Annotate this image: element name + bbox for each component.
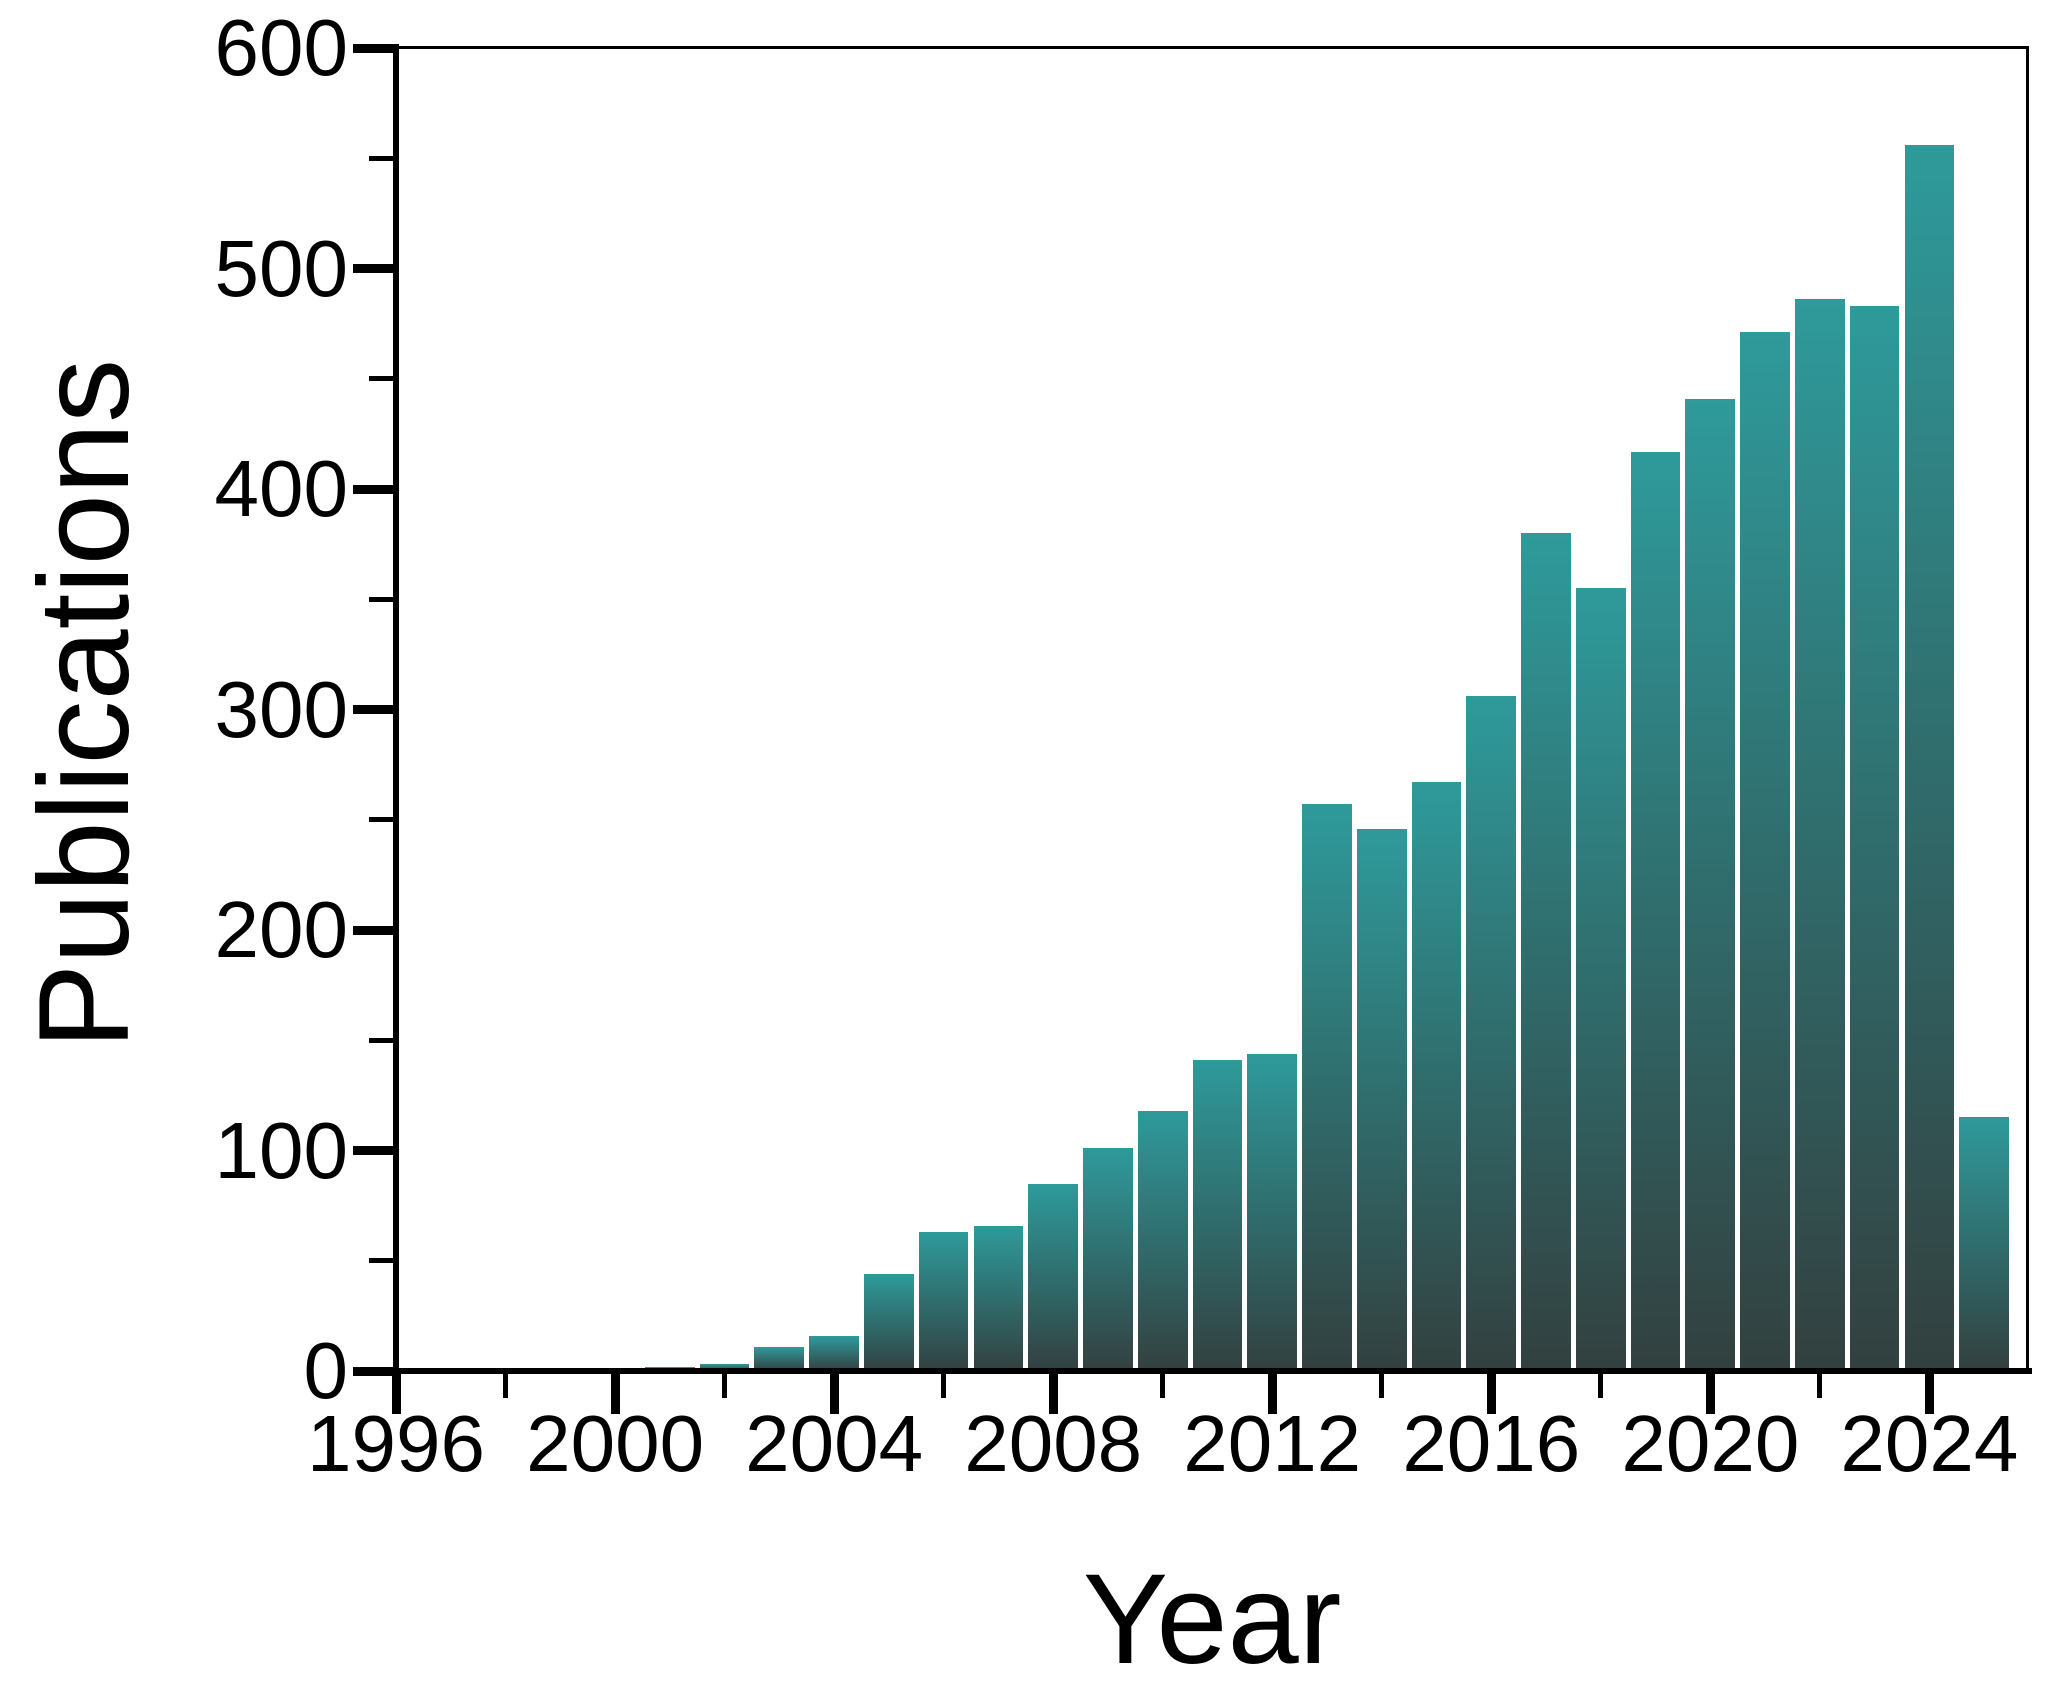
bar-2021 [1740,332,1790,1371]
bar-2005 [864,1274,914,1371]
y-minor-tick-250 [369,817,393,823]
x-minor-tick-2014 [1379,1374,1385,1398]
x-minor-tick-2002 [722,1374,728,1398]
x-axis-title: Year [1082,1548,1342,1691]
y-tick-label-300: 300 [214,664,348,754]
x-minor-tick-2010 [1160,1374,1166,1398]
y-major-tick-500 [353,264,393,273]
x-major-tick-2016 [1486,1374,1496,1414]
bar-2015 [1411,782,1462,1371]
x-major-tick-2004 [829,1374,839,1414]
bar-2016 [1466,696,1517,1371]
x-major-tick-2008 [1048,1374,1058,1414]
bar-2008 [1028,1183,1079,1371]
bar-2023 [1849,306,1900,1371]
x-major-tick-2012 [1267,1374,1277,1414]
top-frame-line [396,46,2029,49]
bar-2017 [1521,533,1571,1371]
bar-2018 [1575,588,1626,1371]
bar-2025 [1959,1117,2010,1371]
bar-2024 [1904,145,1955,1371]
bar-2007 [973,1225,1024,1371]
bar-2011 [1192,1060,1243,1371]
x-minor-tick-2018 [1598,1374,1604,1398]
y-minor-tick-550 [369,155,393,161]
y-major-tick-300 [353,705,393,714]
x-tick-label-2020: 2020 [1621,1399,1800,1488]
y-major-tick-400 [353,484,393,494]
x-minor-tick-1998 [503,1374,508,1398]
y-major-tick-200 [353,925,393,935]
x-major-tick-1996 [391,1374,401,1414]
x-major-tick-2024 [1924,1374,1934,1414]
x-major-tick-2000 [610,1374,620,1414]
y-minor-tick-150 [369,1037,393,1043]
bar-2022 [1795,299,1845,1371]
y-tick-label-200: 200 [214,885,348,974]
x-tick-label-2004: 2004 [745,1399,924,1488]
y-axis-line [393,44,399,1374]
y-tick-label-500: 500 [214,223,348,313]
x-minor-tick-2006 [941,1374,947,1398]
bar-2020 [1685,398,1736,1371]
y-tick-label-0: 0 [303,1326,349,1415]
bar-2012 [1247,1053,1298,1371]
bar-2006 [918,1232,969,1371]
x-axis-line [390,1368,2032,1374]
x-tick-label-2016: 2016 [1402,1399,1581,1488]
right-frame-line [2026,46,2029,1374]
y-tick-label-400: 400 [214,444,348,533]
x-tick-label-2000: 2000 [526,1399,705,1488]
bar-2004 [809,1335,859,1371]
y-major-tick-600 [353,43,393,53]
x-tick-label-1996: 1996 [307,1399,485,1488]
y-tick-label-600: 600 [214,3,348,92]
bar-2009 [1083,1148,1133,1371]
bar-2003 [754,1346,805,1371]
x-tick-label-2024: 2024 [1840,1399,2019,1488]
x-tick-label-2012: 2012 [1183,1399,1362,1488]
y-major-tick-100 [353,1146,393,1155]
y-minor-tick-350 [369,596,393,602]
bar-2019 [1630,451,1681,1371]
bar-2010 [1137,1110,1188,1371]
y-tick-label-100: 100 [214,1105,348,1195]
x-major-tick-2020 [1705,1374,1715,1414]
y-major-tick-0 [353,1366,393,1376]
plot-area [396,48,2028,1371]
x-tick-label-2008: 2008 [964,1399,1143,1488]
y-minor-tick-50 [369,1258,393,1264]
bar-2013 [1302,804,1352,1371]
x-minor-tick-2022 [1817,1374,1823,1398]
y-minor-tick-450 [369,376,393,382]
y-axis-title: Publications [13,358,156,1050]
bar-2002 [699,1364,750,1371]
bar-2014 [1356,828,1407,1371]
